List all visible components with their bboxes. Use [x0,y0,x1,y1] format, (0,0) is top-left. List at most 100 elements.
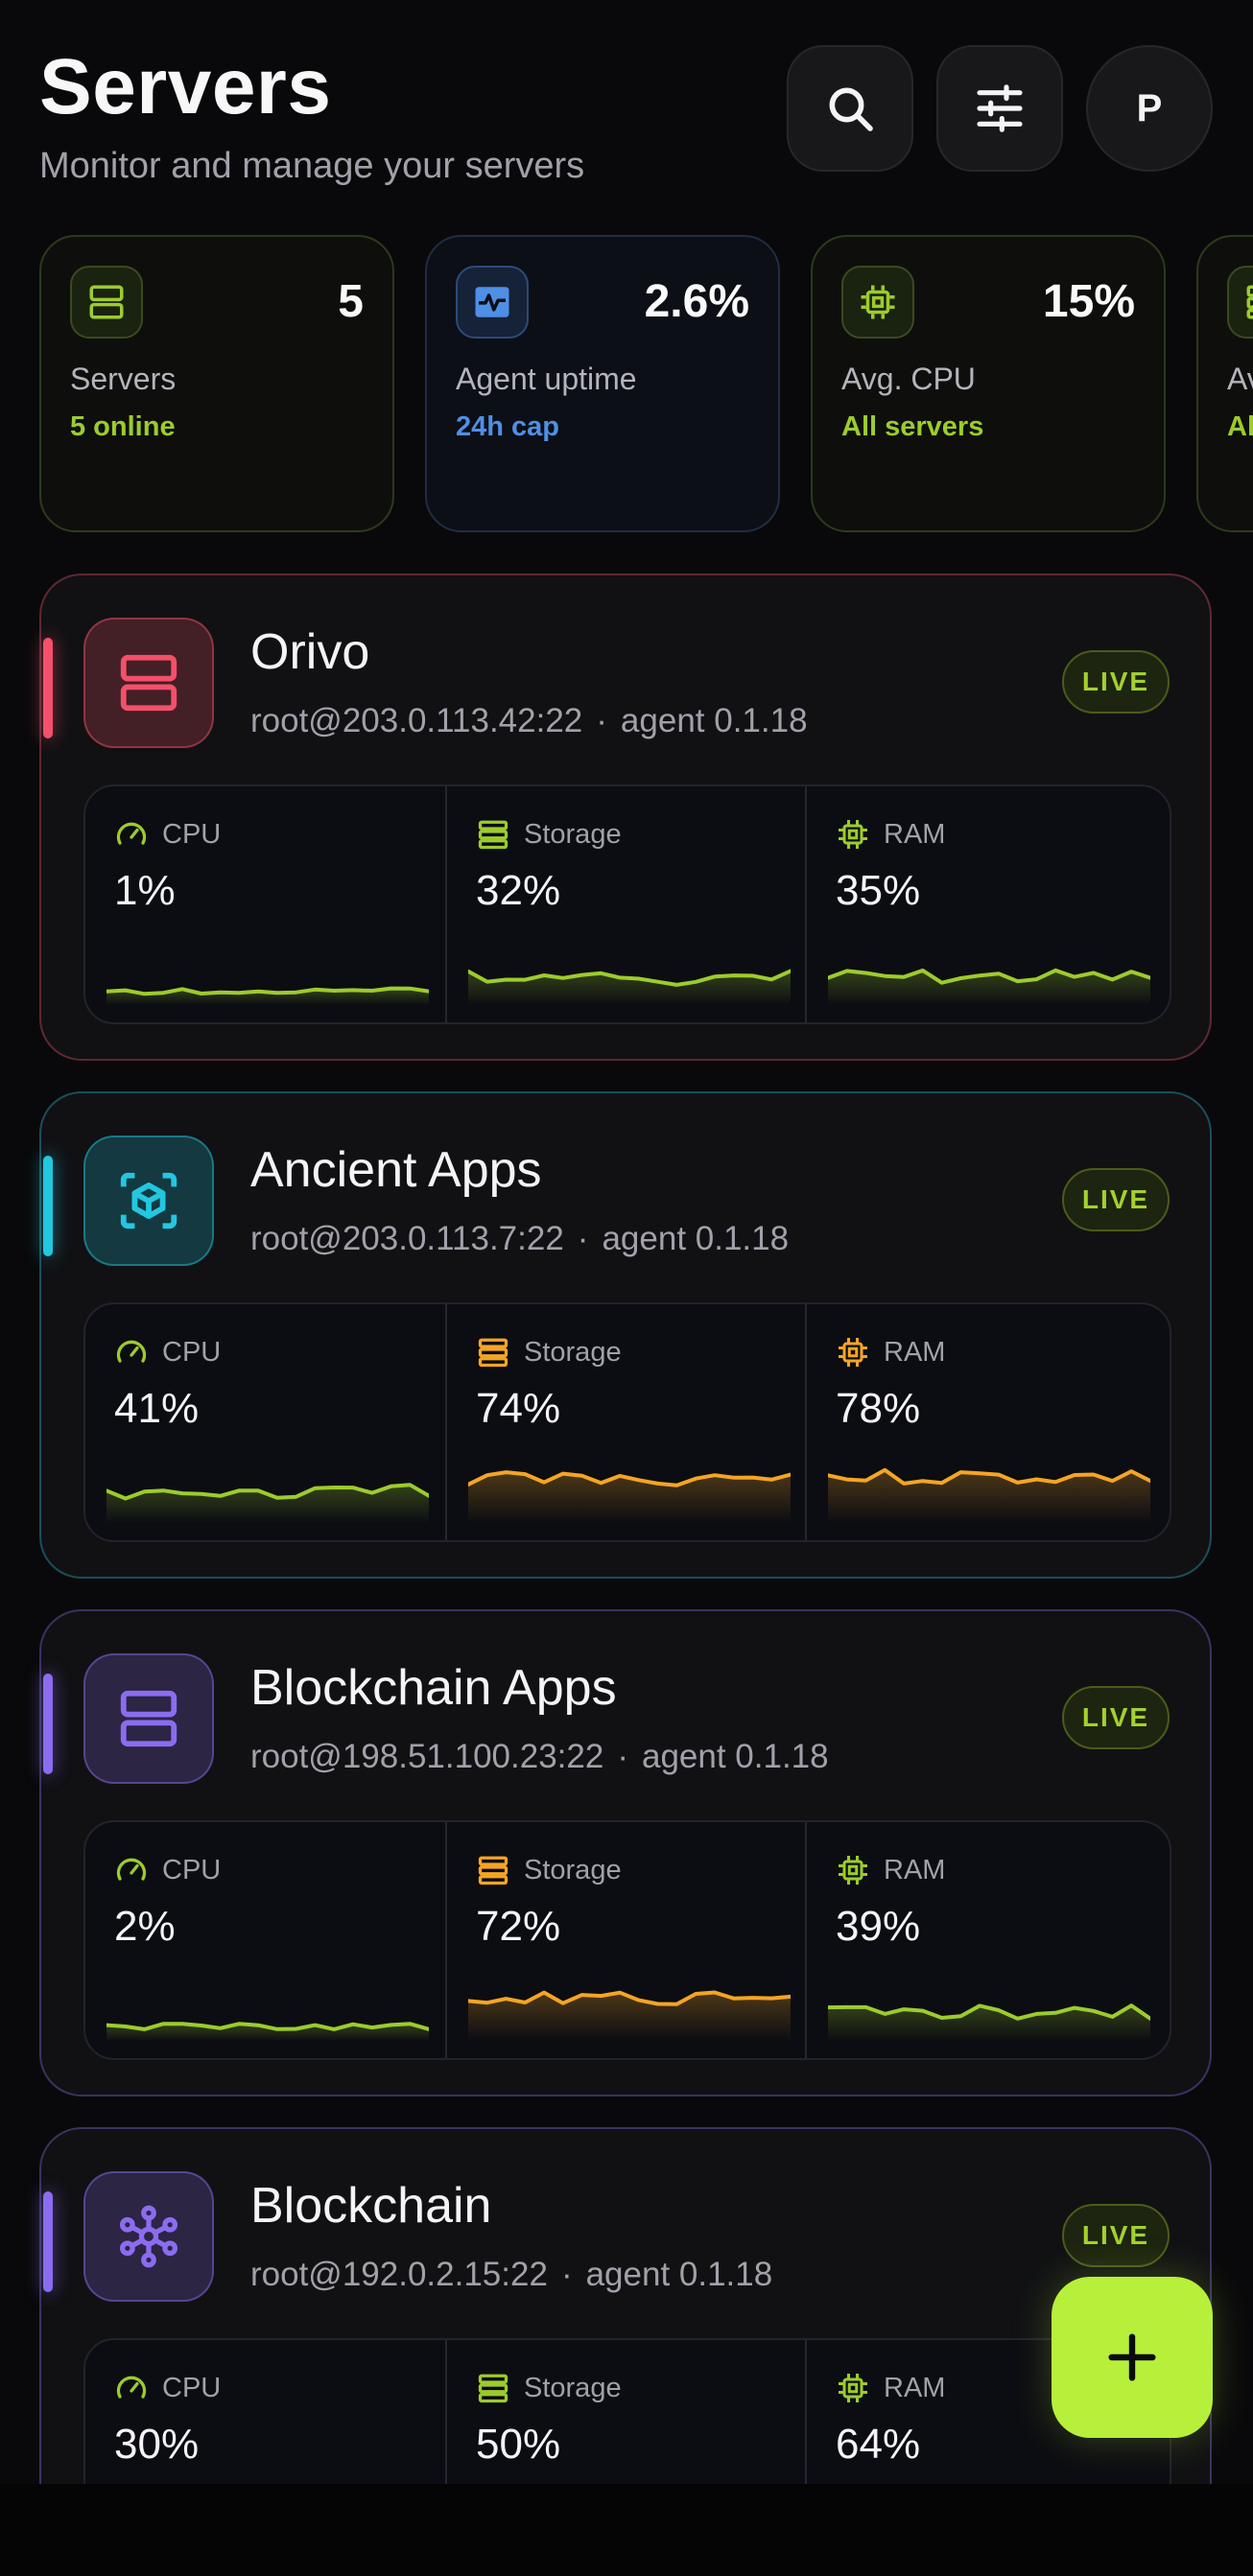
metric-header: CPU [114,817,221,852]
metric-label: Storage [524,1337,622,1369]
metrics-panel: CPU 41% Storage 74% RAM 78% [83,1302,1171,1542]
avatar[interactable]: P [1086,45,1213,172]
gauge-icon [114,2371,162,2405]
metric-label: CPU [162,819,221,851]
metric-label: RAM [884,2373,945,2404]
server-meta: root@198.51.100.23:22 · agent 0.1.18 [250,1738,829,1776]
cpu-icon [858,282,898,322]
server-meta: root@203.0.113.42:22 · agent 0.1.18 [250,702,808,740]
server-meta: root@203.0.113.7:22 · agent 0.1.18 [250,1220,789,1258]
metric-value: 64% [836,2421,920,2469]
metric-value: 35% [836,867,920,915]
metric-ram: RAM 78% [805,1304,1165,1542]
metric-value: 1% [114,867,176,915]
sparkline [828,1446,1150,1523]
metric-header: RAM [836,817,945,852]
search-button[interactable] [787,45,913,172]
gauge-icon [114,817,162,852]
storage-icon [476,817,524,852]
metric-cpu: CPU 41% [85,1304,445,1542]
activity-icon [472,282,512,322]
sparkline [106,2482,429,2484]
accent-bar [43,1674,53,1774]
metric-label: Storage [524,2373,622,2404]
metric-ram: RAM 39% [805,1822,1165,2060]
page-title: Servers [39,42,331,132]
sparkline [828,928,1150,1005]
stat-card-storage[interactable]: Av Al [1196,235,1253,532]
metric-value: 30% [114,2421,199,2469]
stats-row[interactable]: 5 Servers 5 online 2.6% Agent uptime 24h… [39,235,1253,534]
metric-storage: Storage 32% [445,786,805,1024]
sparkline [828,1964,1150,2041]
accent-bar [43,638,53,738]
server-name: Ancient Apps [250,1141,542,1199]
stat-value: 2.6% [645,275,749,328]
stat-icon-box [456,266,529,339]
server-icon [86,282,127,322]
filter-button[interactable] [936,45,1063,172]
server-host: root@192.0.2.15:22 [250,2256,548,2293]
server-name: Blockchain [250,2177,491,2235]
metric-cpu: CPU 2% [85,1822,445,2060]
server-card[interactable]: Ancient Apps root@203.0.113.7:22 · agent 0… [39,1091,1212,1579]
add-server-button[interactable] [1052,2277,1213,2438]
metric-header: RAM [836,2371,945,2405]
metric-label: Storage [524,819,622,851]
metric-value: 41% [114,1385,199,1433]
gauge-icon [114,1335,162,1370]
metric-value: 50% [476,2421,560,2469]
metrics-panel: CPU 30% Storage 50% RAM 64% [83,2338,1171,2484]
stat-value: 15% [1043,275,1135,328]
server-host: root@203.0.113.42:22 [250,702,582,739]
server-card[interactable]: Blockchain root@192.0.2.15:22 · agent 0.1.… [39,2127,1212,2484]
metric-value: 32% [476,867,560,915]
server-icon [115,649,182,716]
stat-icon-box [841,266,914,339]
server-card[interactable]: Blockchain Apps root@198.51.100.23:22 · ag… [39,1609,1212,2096]
metric-label: CPU [162,2373,221,2404]
server-avatar [83,2171,214,2302]
sparkline [468,1964,791,2041]
storage-icon [1243,282,1253,322]
server-name: Blockchain Apps [250,1659,617,1717]
metric-header: CPU [114,2371,221,2405]
metric-header: Storage [476,1853,622,1887]
meta-separator: · [596,702,607,739]
status-badge: LIVE [1062,650,1170,714]
storage-icon [476,1853,524,1887]
stat-subtext: 24h cap [456,411,559,443]
metric-header: CPU [114,1335,221,1370]
page-subtitle: Monitor and manage your servers [39,146,584,187]
metric-storage: Storage 74% [445,1304,805,1542]
server-avatar [83,1653,214,1784]
stat-card-uptime[interactable]: 2.6% Agent uptime 24h cap [425,235,780,532]
accent-bar [43,2191,53,2292]
server-meta: root@192.0.2.15:22 · agent 0.1.18 [250,2256,772,2294]
stat-label: Agent uptime [456,362,637,397]
cpu-icon [836,1335,884,1370]
metric-cpu: CPU 1% [85,786,445,1024]
servers-screen: Servers Monitor and manage your servers … [0,0,1253,2484]
stat-icon-box [70,266,143,339]
metric-value: 2% [114,1903,176,1951]
server-host: root@198.51.100.23:22 [250,1738,603,1775]
accent-bar [43,1156,53,1256]
metric-label: Storage [524,1855,622,1886]
stat-card-servers[interactable]: 5 Servers 5 online [39,235,394,532]
metric-label: CPU [162,1855,221,1886]
search-icon [823,82,877,135]
metric-header: RAM [836,1853,945,1887]
metric-header: Storage [476,1335,622,1370]
agent-version: agent 0.1.18 [602,1220,789,1257]
metric-label: RAM [884,819,945,851]
stat-icon-box [1227,266,1253,339]
server-avatar [83,1136,214,1266]
sparkline [468,928,791,1005]
agent-version: agent 0.1.18 [621,702,808,739]
metric-header: Storage [476,817,622,852]
sliders-icon [973,82,1027,135]
plus-icon [1101,2327,1163,2388]
server-card[interactable]: Orivo root@203.0.113.42:22 · agent 0.1.18 … [39,574,1212,1061]
stat-card-cpu[interactable]: 15% Avg. CPU All servers [811,235,1166,532]
